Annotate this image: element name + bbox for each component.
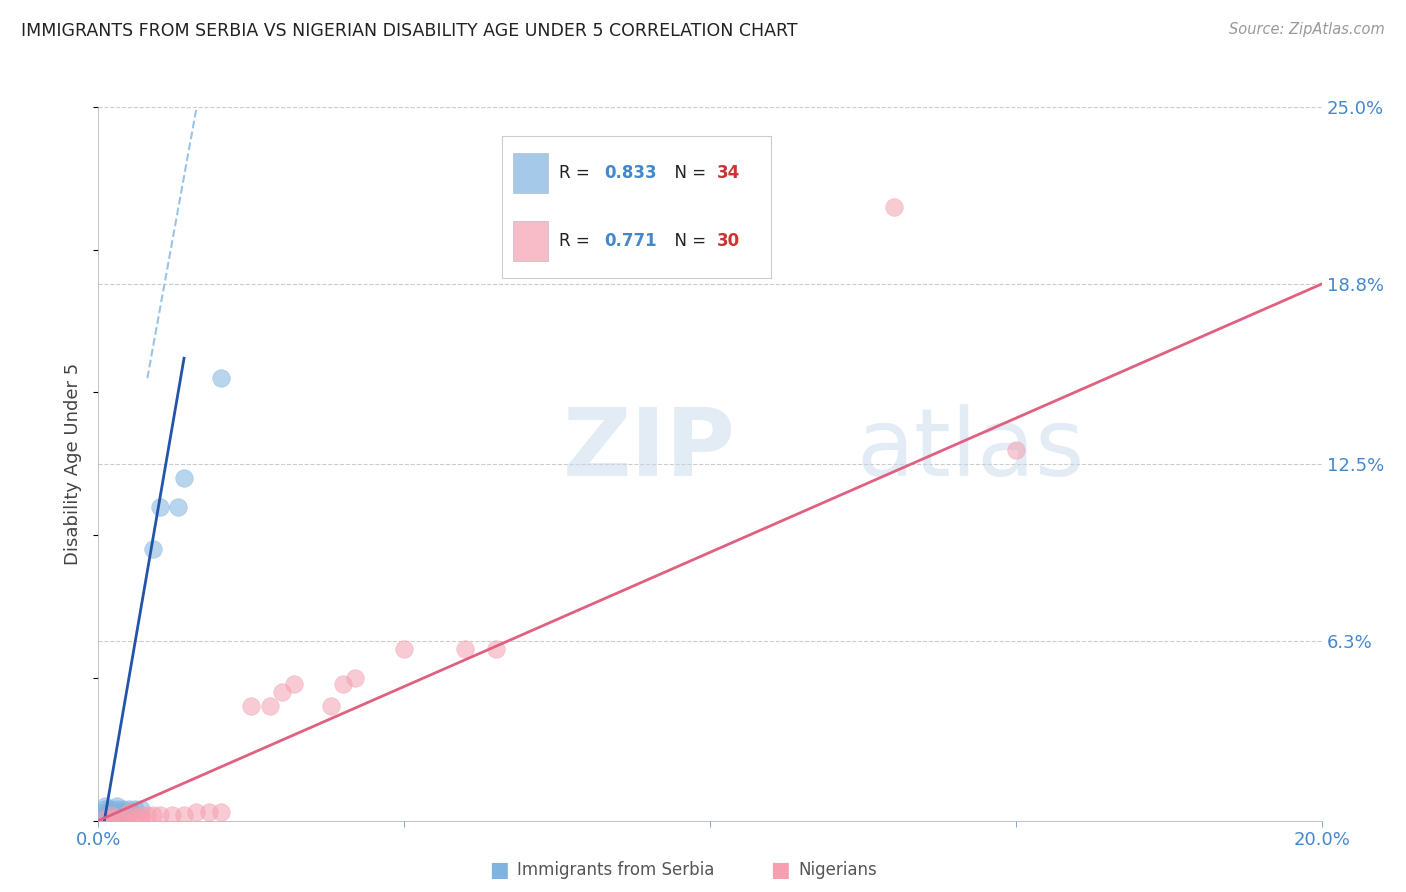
Point <box>91 811 114 825</box>
Point <box>118 802 141 816</box>
Point <box>100 808 122 822</box>
Text: atlas: atlas <box>856 403 1085 496</box>
Point <box>129 802 152 816</box>
Point <box>93 811 115 825</box>
Point <box>332 676 354 690</box>
Point <box>209 371 232 385</box>
Point <box>100 808 122 822</box>
Point <box>100 805 122 819</box>
Point <box>149 808 172 822</box>
Point <box>136 808 159 822</box>
Point <box>270 685 292 699</box>
Point <box>186 805 208 819</box>
Point <box>105 799 128 814</box>
Text: Immigrants from Serbia: Immigrants from Serbia <box>517 861 714 879</box>
Point <box>105 805 128 819</box>
Point <box>485 642 508 657</box>
Point <box>103 808 125 822</box>
Point <box>142 542 165 557</box>
Point <box>111 802 134 816</box>
Point <box>90 811 112 825</box>
Point <box>240 699 263 714</box>
Point <box>319 699 342 714</box>
Point <box>100 811 122 825</box>
Point <box>93 811 115 825</box>
Point <box>100 802 122 816</box>
Point <box>149 500 172 514</box>
Point <box>883 200 905 214</box>
Point <box>129 811 152 825</box>
Text: ■: ■ <box>489 860 509 880</box>
Point <box>89 811 111 825</box>
Point <box>93 805 115 819</box>
Point <box>173 808 195 822</box>
Point <box>1004 442 1026 457</box>
Point <box>129 808 152 822</box>
Text: ■: ■ <box>770 860 790 880</box>
Point <box>124 811 146 825</box>
Point <box>93 811 115 825</box>
Point <box>142 808 165 822</box>
Point <box>105 808 128 822</box>
Point <box>118 808 141 822</box>
Point <box>90 811 112 825</box>
Y-axis label: Disability Age Under 5: Disability Age Under 5 <box>65 363 83 565</box>
Point <box>283 676 305 690</box>
Point <box>259 699 281 714</box>
Point <box>118 805 141 819</box>
Text: IMMIGRANTS FROM SERBIA VS NIGERIAN DISABILITY AGE UNDER 5 CORRELATION CHART: IMMIGRANTS FROM SERBIA VS NIGERIAN DISAB… <box>21 22 797 40</box>
Point <box>91 811 114 825</box>
Point <box>93 802 115 816</box>
Point <box>124 802 146 816</box>
Point <box>105 811 128 825</box>
Point <box>173 471 195 485</box>
Text: Nigerians: Nigerians <box>799 861 877 879</box>
Point <box>160 808 183 822</box>
Point <box>105 802 128 816</box>
Point <box>111 811 134 825</box>
Point <box>167 500 190 514</box>
Point <box>197 805 219 819</box>
Point <box>97 811 120 825</box>
Point <box>118 805 141 819</box>
Text: Source: ZipAtlas.com: Source: ZipAtlas.com <box>1229 22 1385 37</box>
Point <box>111 805 134 819</box>
Point <box>392 642 416 657</box>
Text: ZIP: ZIP <box>564 403 737 496</box>
Point <box>209 805 232 819</box>
Point <box>344 671 367 685</box>
Point <box>91 811 114 825</box>
Point <box>100 811 122 825</box>
Point <box>454 642 477 657</box>
Point <box>93 808 115 822</box>
Point <box>97 808 120 822</box>
Point <box>93 799 115 814</box>
